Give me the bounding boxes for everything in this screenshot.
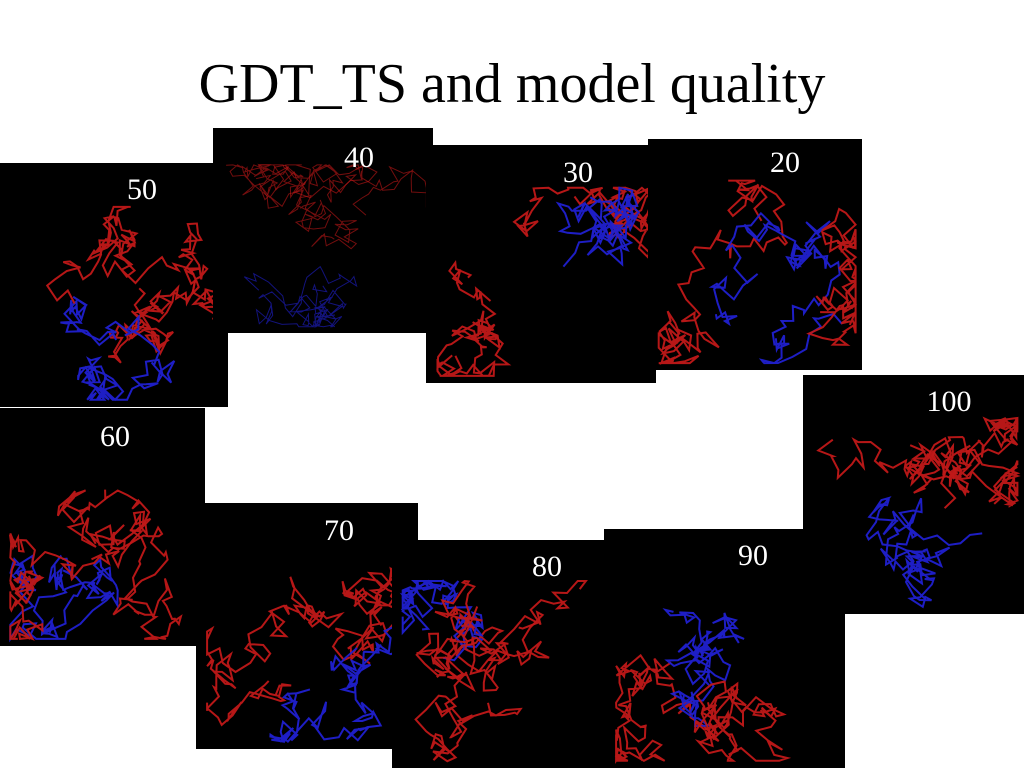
structure-image — [206, 565, 413, 744]
structure-panel: 40 — [213, 128, 433, 333]
structure-image — [399, 579, 588, 763]
backbone-trace — [555, 186, 641, 268]
backbone-trace — [662, 608, 745, 728]
backbone-trace — [206, 576, 345, 727]
structure-image — [614, 608, 792, 764]
slide-title: GDT_TS and model quality — [198, 53, 826, 115]
panel-label: 30 — [563, 156, 593, 189]
panel-label: 20 — [770, 146, 800, 179]
backbone-trace — [399, 579, 484, 662]
backbone-trace — [9, 554, 119, 643]
structure-image — [8, 489, 183, 643]
backbone-trace — [865, 496, 983, 609]
backbone-trace — [8, 489, 152, 641]
backbone-trace — [331, 565, 413, 665]
backbone-trace — [436, 260, 512, 377]
panel-label: 70 — [324, 514, 354, 547]
backbone-trace — [56, 489, 183, 640]
panel-label: 60 — [100, 420, 130, 453]
structure-panel: 20 — [648, 139, 862, 370]
backbone-trace — [693, 680, 792, 762]
backbone-trace — [60, 295, 176, 402]
backbone-trace — [434, 579, 588, 692]
panel-label: 80 — [532, 550, 562, 583]
panel-label: 90 — [738, 539, 768, 572]
panel-label: 100 — [926, 385, 972, 418]
backbone-trace — [904, 441, 1021, 508]
structure-panel: 50 — [0, 163, 228, 407]
structure-panel: 30 — [426, 145, 656, 383]
backbone-trace — [806, 207, 858, 346]
backbone-trace — [414, 614, 540, 763]
backbone-trace — [243, 265, 358, 328]
structure-image — [45, 205, 223, 402]
structure-image — [436, 185, 652, 377]
backbone-trace — [226, 163, 427, 216]
backbone-trace — [269, 618, 413, 744]
backbone-trace — [708, 211, 843, 365]
structure-image — [226, 163, 427, 328]
structure-image — [816, 416, 1021, 609]
panel-label: 40 — [344, 141, 374, 174]
backbone-trace — [614, 653, 716, 764]
structure-panel: 60 — [0, 408, 205, 646]
structure-panel: 100 — [803, 375, 1024, 614]
backbone-trace — [258, 164, 378, 250]
panel-label: 50 — [127, 173, 157, 206]
backbone-trace — [657, 179, 789, 365]
backbone-trace — [108, 222, 209, 364]
structure-image — [657, 179, 858, 365]
structure-panel: 80 — [392, 540, 606, 768]
structure-panel: 70 — [196, 503, 418, 749]
